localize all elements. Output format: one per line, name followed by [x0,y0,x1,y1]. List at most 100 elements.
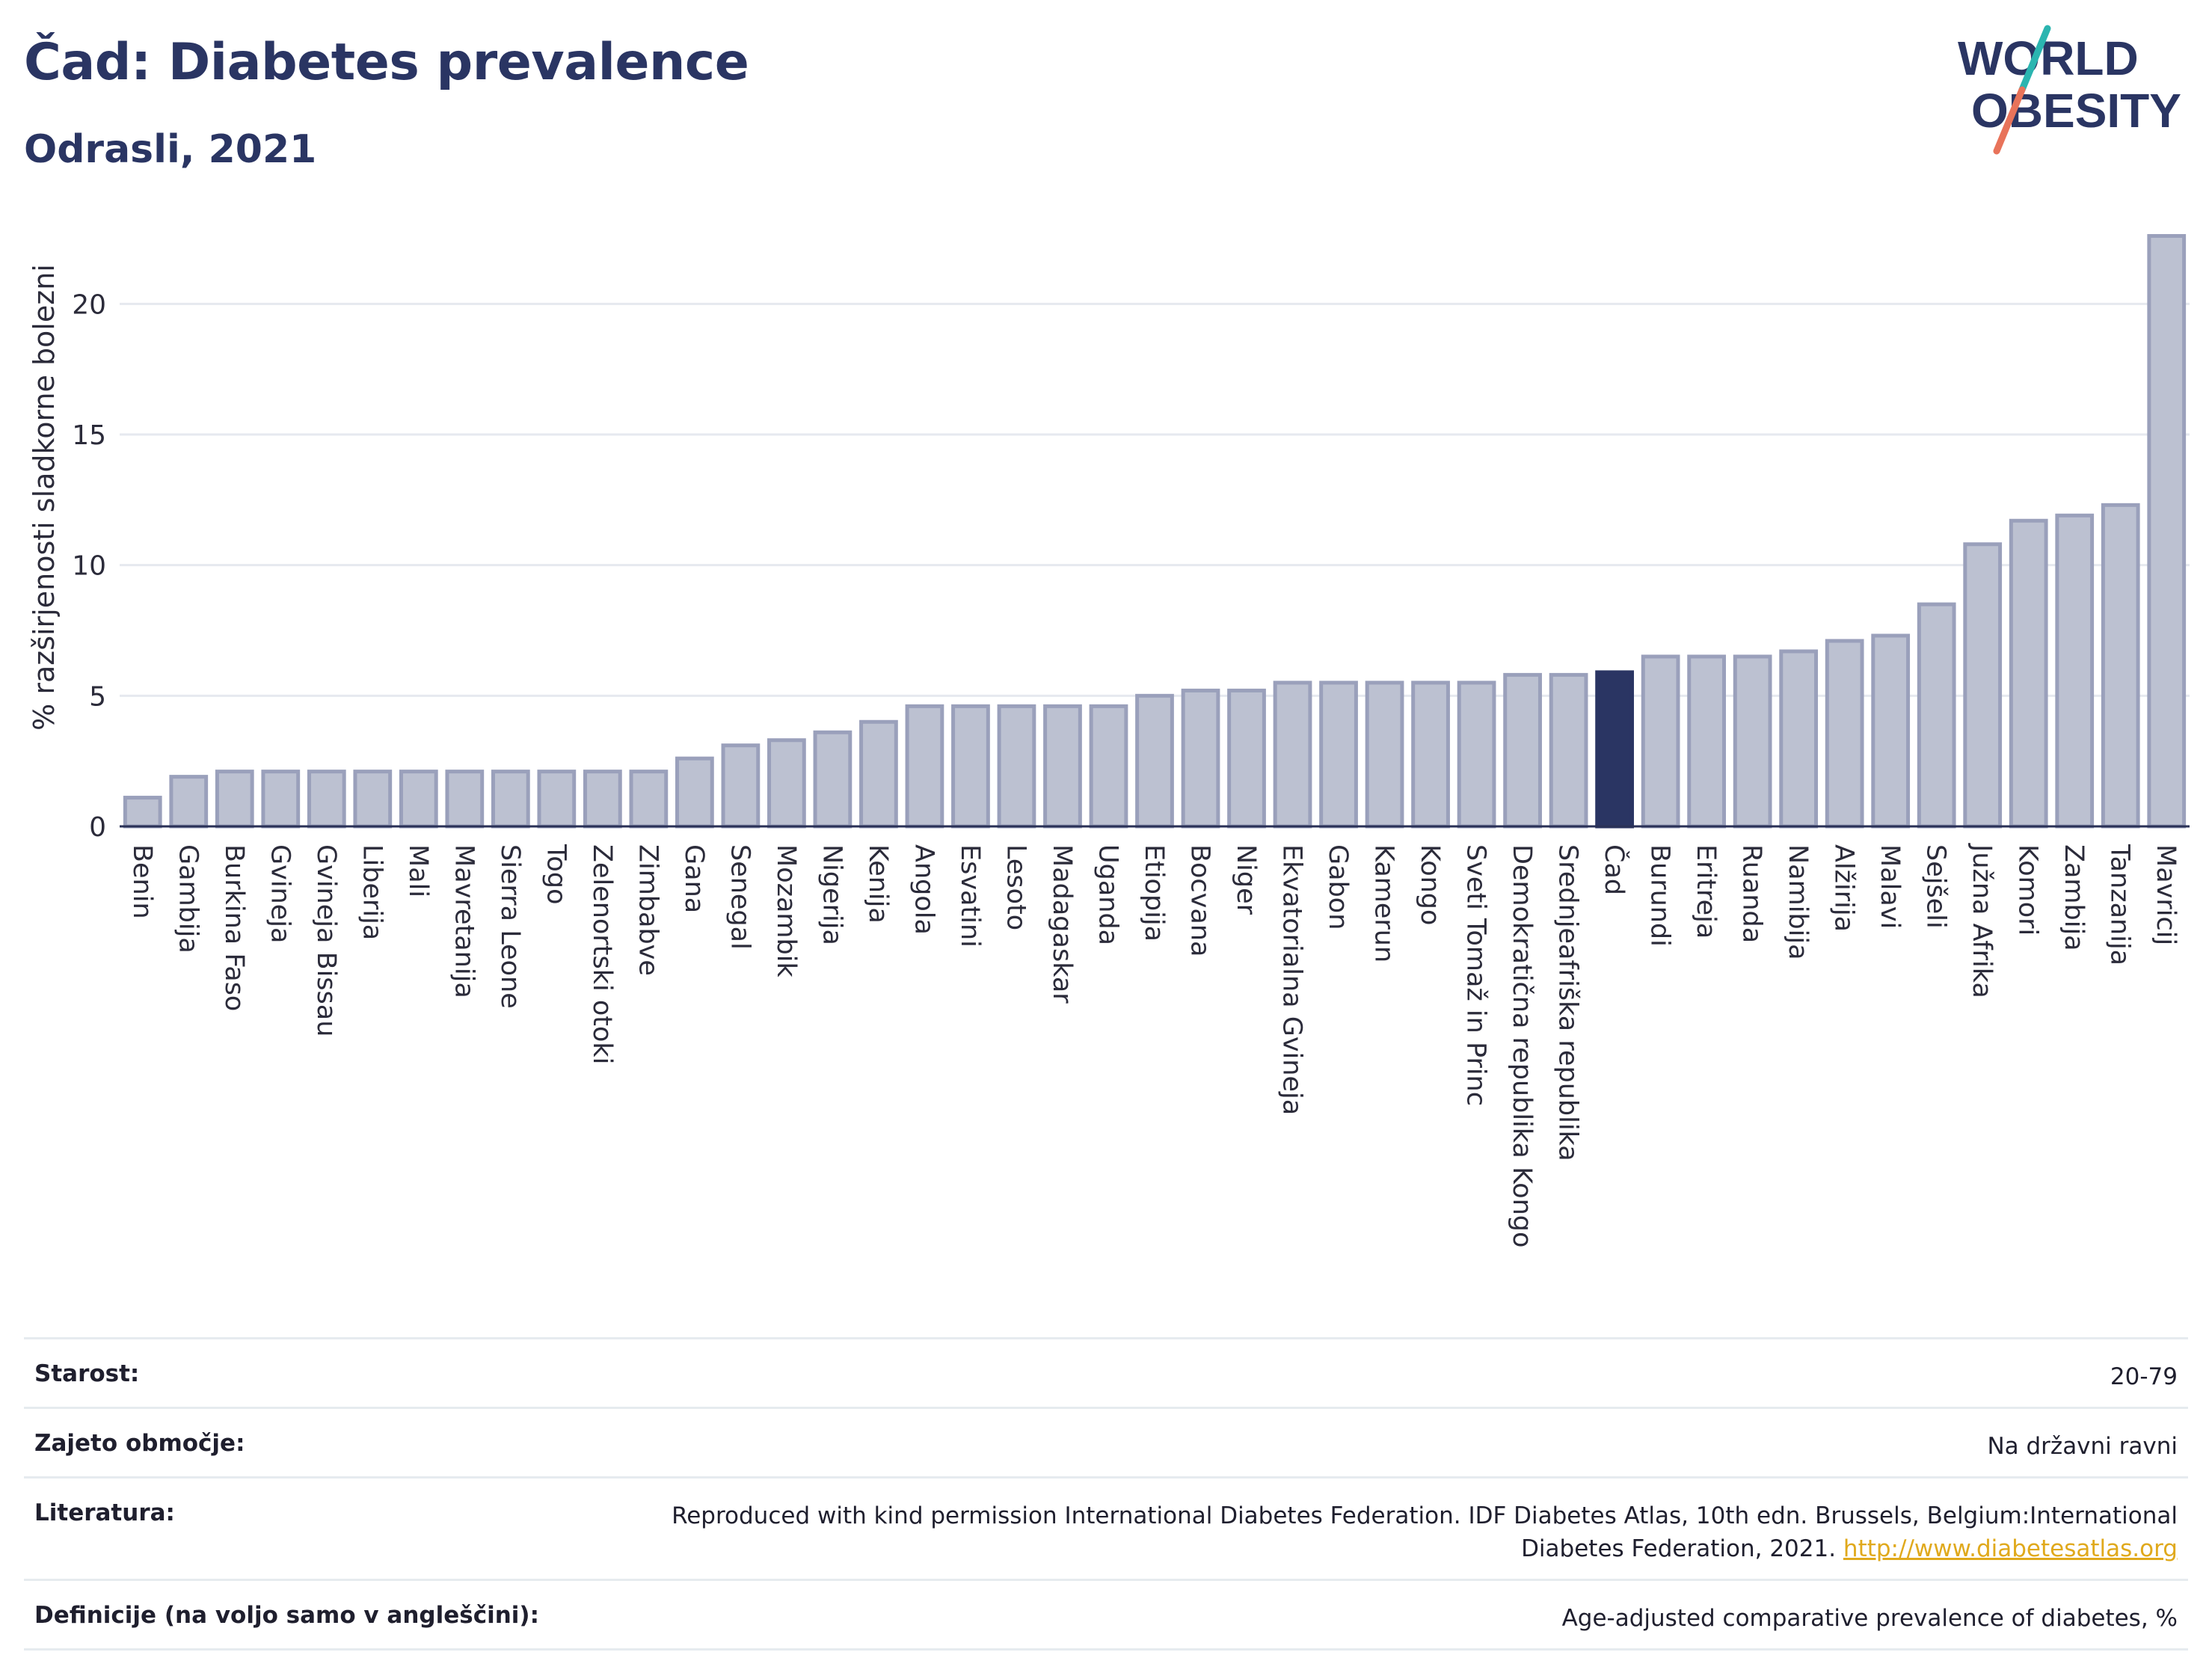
y-tick-labels: 0 5 10 15 20 [72,289,106,843]
bar[interactable] [2147,233,2187,829]
x-tick-label: Senegal [725,844,755,950]
bar[interactable] [1411,681,1450,829]
bar[interactable] [1549,672,1588,829]
x-tick-label: Tanzanija [2105,844,2135,965]
x-tick-label: Uganda [1093,844,1122,945]
x-tick-label: Eritreja [1691,844,1721,939]
bar[interactable] [859,719,898,829]
meta-label-coverage: Zajeto območje: [34,1430,245,1457]
bar[interactable] [1595,670,1634,829]
x-tick-label: Lesoto [1001,844,1030,930]
bar[interactable] [1733,654,1772,829]
x-tick-label: Alžirija [1829,844,1859,932]
meta-value-coverage: Na državni ravni [1987,1433,2178,1460]
references-link[interactable]: http://www.diabetesatlas.org [1843,1535,2178,1562]
x-tick-label: Sveti Tomaž in Princ [1461,844,1491,1106]
bar[interactable] [1917,602,1956,829]
bar[interactable] [1825,639,1864,829]
bar[interactable] [905,704,944,829]
bar[interactable] [721,743,761,829]
bar[interactable] [1043,704,1082,829]
bar[interactable] [767,738,806,829]
bar[interactable] [215,770,254,829]
bar[interactable] [2101,503,2140,829]
x-tick-label: Kongo [1415,844,1445,925]
bar[interactable] [169,775,209,829]
x-tick-label: Zimbabve [633,844,663,976]
bar[interactable] [1963,542,2003,829]
bar[interactable] [583,770,622,829]
bar[interactable] [1273,681,1312,829]
x-tick-label: Mavretanija [449,844,479,998]
meta-label-references: Literatura: [34,1499,175,1526]
bar[interactable] [1319,681,1358,829]
bar[interactable] [813,730,852,829]
x-tick-label: Benin [127,844,157,919]
x-tick-label: Gvineja Bissau [311,844,341,1037]
bar[interactable] [2055,513,2095,829]
x-tick-label: Angola [909,844,938,935]
bar[interactable] [629,770,669,829]
x-tick-label: Mozambik [771,844,801,977]
x-tick-label: Burkina Faso [219,844,249,1011]
x-tick-label: Zelenortski otoki [587,844,617,1064]
x-tick-label: Čad [1599,844,1630,895]
x-tick-label: Kenija [863,844,893,924]
references-text: Reproduced with kind permission Internat… [672,1502,2178,1562]
bar[interactable] [261,770,301,829]
bar[interactable] [307,770,346,829]
bar[interactable] [1181,688,1220,829]
metadata-table: Starost: 20-79 Zajeto območje: Na državn… [24,1337,2188,1651]
x-tick-label: Togo [541,844,571,904]
page-title: Čad: Diabetes prevalence [24,33,749,92]
x-tick-label: Zambija [2059,844,2089,951]
bar[interactable] [353,770,393,829]
bar[interactable] [537,770,577,829]
x-tick-label: Sierra Leone [495,844,525,1009]
bar[interactable] [445,770,485,829]
bar[interactable] [1457,681,1496,829]
x-tick-label: Mali [403,844,433,897]
x-tick-label: Nigerija [817,844,847,945]
bar[interactable] [997,704,1036,829]
bar[interactable] [1779,649,1819,829]
bar[interactable] [1641,654,1680,829]
bar[interactable] [1503,672,1542,829]
x-tick-label: Namibija [1783,844,1813,960]
x-tick-label: Ekvatorialna Gvineja [1277,844,1307,1115]
bar[interactable] [1227,688,1266,829]
y-tick-label: 10 [72,551,106,582]
meta-row-coverage: Zajeto območje: Na državni ravni [24,1407,2188,1476]
x-tick-label: Esvatini [955,844,985,948]
y-tick-label: 20 [72,289,106,320]
bar[interactable] [491,770,530,829]
bar[interactable] [951,704,990,829]
bar-chart: 0 5 10 15 20 Benin Gambija Burkina Faso Gvineja… [28,233,2190,1247]
x-tick-label: Gana [679,844,709,913]
x-tick-label: Niger [1231,844,1261,915]
meta-label-definitions: Definicije (na voljo samo v angleščini): [34,1602,539,1629]
bar[interactable] [1687,654,1727,829]
x-tick-labels: Benin Gambija Burkina Faso Gvineja Gvineja B… [127,843,2181,1247]
x-tick-label: Gabon [1323,844,1353,930]
x-tick-label: Mavricij [2151,844,2181,945]
bar[interactable] [675,756,714,829]
bar[interactable] [399,770,438,829]
bar[interactable] [1871,633,1911,829]
bar[interactable] [1089,704,1128,829]
logo-slash-bottom [1993,86,2026,155]
bar[interactable] [123,796,162,829]
x-tick-label: Liberija [357,844,387,940]
meta-label-age: Starost: [34,1360,140,1387]
x-tick-label: Burundi [1645,844,1675,947]
y-tick-label: 15 [72,420,106,451]
logo-text-world: WORLD [1958,31,2139,85]
bar[interactable] [1135,693,1174,829]
meta-row-references: Literatura: Reproduced with kind permiss… [24,1476,2188,1579]
bars [120,233,2190,829]
x-tick-label: Sejšeli [1921,844,1951,929]
world-obesity-logo: WORLD OBESITY [1958,25,2181,155]
bar[interactable] [2009,518,2048,829]
bar[interactable] [1365,681,1404,829]
x-tick-label: Bocvana [1185,844,1215,957]
